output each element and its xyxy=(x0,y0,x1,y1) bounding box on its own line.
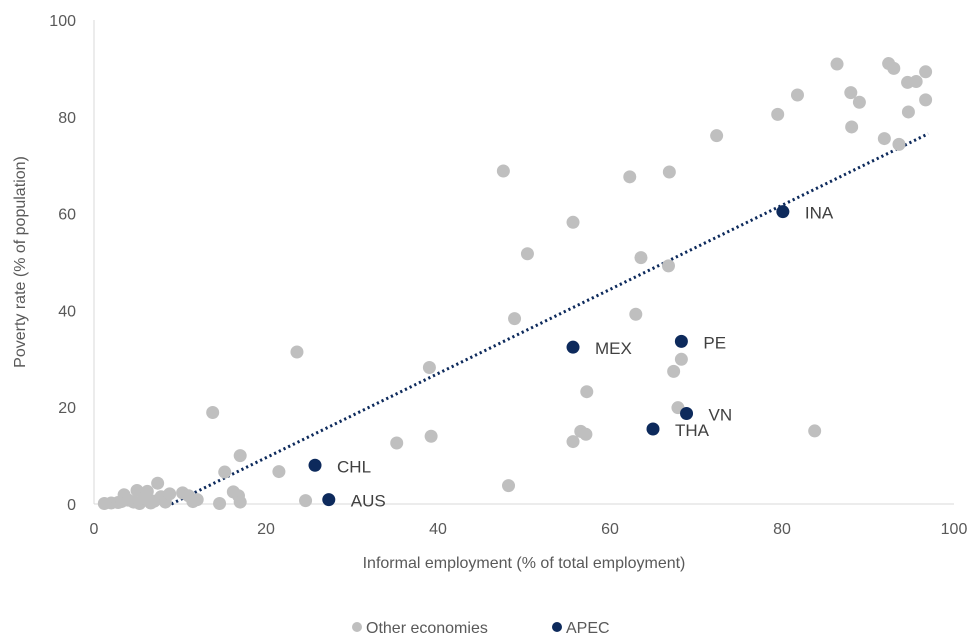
legend-label: APEC xyxy=(566,620,610,637)
apec-point xyxy=(646,422,660,436)
other-economy-point xyxy=(496,164,510,178)
other-economy-point xyxy=(390,436,404,450)
data-points xyxy=(97,57,933,511)
other-economy-point xyxy=(206,406,220,420)
other-economy-point xyxy=(909,74,923,88)
other-economy-point xyxy=(422,361,436,375)
other-economy-point xyxy=(502,479,516,493)
trendline xyxy=(170,132,929,506)
other-economy-point xyxy=(661,259,675,273)
other-economy-point xyxy=(852,95,866,109)
x-tick-label: 20 xyxy=(257,521,275,538)
other-economy-point xyxy=(508,312,522,326)
apec-point xyxy=(680,406,694,420)
other-economy-point xyxy=(662,165,676,179)
other-economy-point xyxy=(151,476,165,490)
legend-marker xyxy=(552,622,562,632)
apec-point xyxy=(308,458,322,472)
apec-point xyxy=(322,493,336,507)
other-economy-point xyxy=(233,449,247,463)
other-economy-point xyxy=(213,497,227,511)
axes xyxy=(93,20,954,505)
legend-marker xyxy=(352,622,362,632)
other-economy-point xyxy=(901,105,915,119)
other-economy-point xyxy=(790,88,804,102)
apec-point xyxy=(674,334,688,348)
other-economy-point xyxy=(892,137,906,151)
trendline-group xyxy=(170,132,929,506)
other-economy-point xyxy=(674,352,688,366)
other-economy-point xyxy=(579,427,593,441)
other-economy-point xyxy=(566,215,580,229)
y-tick-label: 100 xyxy=(49,13,76,30)
other-economy-point xyxy=(629,307,643,321)
y-tick-label: 60 xyxy=(58,207,76,224)
y-tick-label: 40 xyxy=(58,303,76,320)
y-axis-title: Poverty rate (% of population) xyxy=(12,156,29,368)
other-economy-point xyxy=(845,120,859,134)
x-tick-label: 0 xyxy=(90,521,99,538)
other-economy-point xyxy=(520,247,534,261)
point-label: MEX xyxy=(595,339,632,358)
x-tick-label: 40 xyxy=(429,521,447,538)
point-label: PE xyxy=(703,333,726,352)
other-economy-point xyxy=(830,57,844,71)
other-economy-point xyxy=(299,494,313,508)
point-label: THA xyxy=(675,421,710,440)
y-tick-labels: 0 20 40 60 80 100 xyxy=(49,13,76,514)
other-economy-point xyxy=(424,429,438,443)
other-economy-point xyxy=(580,385,594,399)
other-economy-point xyxy=(771,107,785,121)
x-tick-label: 80 xyxy=(773,521,791,538)
apec-point xyxy=(776,205,790,219)
other-economy-point xyxy=(844,86,858,100)
other-economy-point xyxy=(919,65,933,79)
other-economy-point xyxy=(877,132,891,146)
other-economy-point xyxy=(667,364,681,378)
other-economy-point xyxy=(272,465,286,479)
point-label: AUS xyxy=(351,492,386,511)
other-economy-point xyxy=(808,424,822,438)
other-economy-point xyxy=(887,61,901,75)
y-tick-label: 80 xyxy=(58,110,76,127)
legend-label: Other economies xyxy=(366,620,488,637)
legend: Other economies APEC xyxy=(352,620,610,637)
point-label: INA xyxy=(805,204,834,223)
apec-point xyxy=(566,340,580,354)
y-tick-label: 20 xyxy=(58,400,76,417)
other-economy-point xyxy=(919,93,933,107)
other-economy-point xyxy=(710,129,724,143)
x-tick-labels: 0 20 40 60 80 100 xyxy=(90,521,968,538)
other-economy-point xyxy=(290,345,304,359)
other-economy-point xyxy=(163,487,177,501)
other-economy-point xyxy=(634,251,648,265)
other-economy-point xyxy=(566,435,580,449)
other-economy-point xyxy=(140,484,154,498)
x-tick-label: 60 xyxy=(601,521,619,538)
y-tick-label: 0 xyxy=(67,497,76,514)
other-economy-point xyxy=(623,170,637,184)
x-tick-label: 100 xyxy=(941,521,968,538)
other-economy-point xyxy=(190,493,204,507)
point-label: CHL xyxy=(337,457,371,476)
point-label: VN xyxy=(709,405,733,424)
other-economy-point xyxy=(233,495,247,509)
other-economy-point xyxy=(218,465,232,479)
x-axis-title: Informal employment (% of total employme… xyxy=(363,555,686,572)
